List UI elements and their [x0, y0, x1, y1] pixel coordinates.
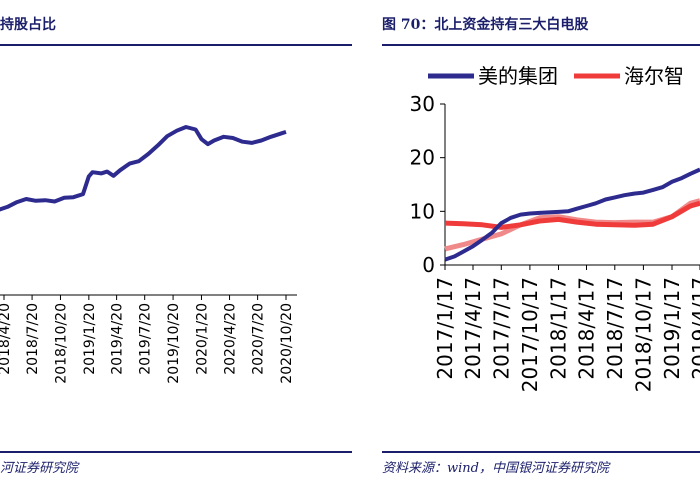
left-x-tick-label: 2018/7/20	[25, 303, 41, 375]
right-y-tick-label: 0	[422, 253, 435, 277]
left-source-rule	[0, 451, 352, 453]
right-x-tick-label: 2017/1/17	[433, 277, 457, 380]
legend-label-0: 美的集团	[478, 64, 558, 88]
right-source-rule	[382, 451, 700, 453]
left-caption-rule	[0, 44, 352, 46]
right-source-note: 资料来源：wind，中国银河证券研究院	[382, 461, 609, 476]
left-x-tick-label: 2020/4/20	[223, 303, 239, 375]
right-y-tick-label: 10	[410, 199, 435, 223]
left-series-line-0	[0, 125, 287, 212]
left-x-tick-label: 2018/10/20	[53, 303, 69, 384]
right-x-tick-label: 2017/7/17	[489, 277, 513, 380]
right-chart-caption: 图 70：北上资金持有三大白电股	[382, 17, 589, 33]
right-x-tick-label: 2017/4/17	[461, 277, 485, 380]
right-x-tick-label: 2019/1/17	[660, 277, 684, 380]
left-x-tick-label: 2019/1/20	[82, 303, 98, 375]
right-series-line-0	[444, 167, 700, 262]
right-caption-rule	[382, 44, 700, 46]
left-chart-caption: 持股占比	[0, 17, 56, 33]
left-x-tick-label: 2020/7/20	[251, 303, 267, 375]
right-x-tick-label: 2018/1/17	[547, 277, 571, 380]
left-x-tick-label: 2020/10/20	[279, 303, 295, 384]
left-x-tick-label: 2019/4/20	[110, 303, 126, 375]
left-x-tick-label: 2020/1/20	[194, 303, 210, 375]
right-series-line-1	[444, 200, 700, 230]
left-x-tick-label: 2018/4/20	[0, 303, 13, 375]
right-x-tick-label: 2017/10/17	[518, 277, 542, 392]
right-y-tick-label: 20	[410, 146, 435, 170]
left-source-note: 河证券研究院	[0, 461, 79, 476]
right-x-tick-label: 2018/4/17	[574, 277, 598, 380]
right-x-tick-label: 2019/4/17	[688, 277, 700, 380]
right-y-tick-label: 30	[410, 92, 435, 116]
legend-label-1: 海尔智	[624, 64, 684, 88]
left-x-tick-label: 2019/10/20	[166, 303, 182, 384]
right-x-tick-label: 2018/10/17	[631, 277, 655, 392]
left-x-tick-label: 2019/7/20	[138, 303, 154, 375]
right-x-tick-label: 2018/7/17	[603, 277, 627, 380]
